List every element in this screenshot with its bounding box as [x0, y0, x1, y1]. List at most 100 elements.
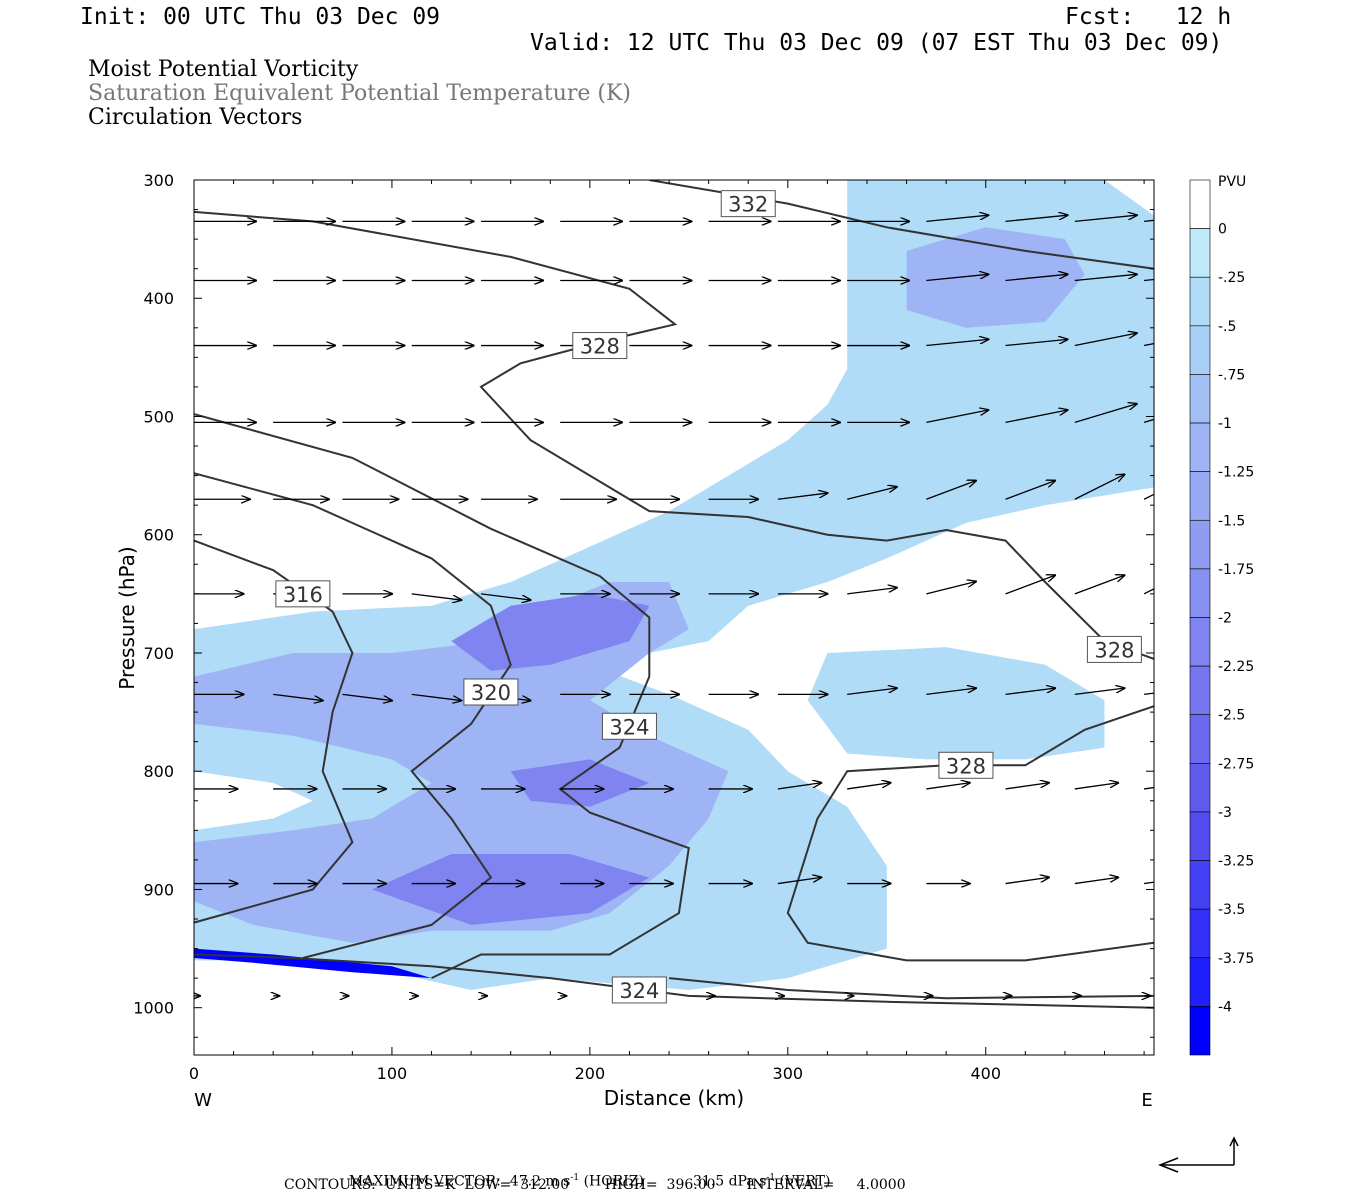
init-time: Init: 00 UTC Thu 03 Dec 09: [80, 4, 441, 30]
x-tick-label: 0: [189, 1064, 199, 1083]
circulation-vector: [847, 688, 897, 696]
max-vector-label: MAXIMUM VECTOR:: [348, 1173, 501, 1190]
axis-layer: 300 400 500 600 700 800 900 1000 0 100 200 300 400: [133, 171, 1154, 1083]
x-tick-label: 400: [970, 1064, 1001, 1083]
x-tick-label: 300: [773, 1064, 804, 1083]
circulation-vector: [1074, 783, 1118, 790]
colorbar-label: 0: [1218, 222, 1227, 238]
circulation-vector: [1144, 881, 1154, 885]
circulation-vector: [1005, 339, 1068, 347]
circulation-vector: [1144, 692, 1154, 696]
legend-title-vectors: Circulation Vectors: [88, 105, 303, 130]
theta-es-contour-328: [194, 210, 1154, 660]
colorbar-label: -1.25: [1218, 465, 1254, 481]
reference-vector-icon: [1157, 1136, 1239, 1173]
contour-label-320: 320: [463, 678, 519, 706]
circulation-vector: [411, 693, 462, 700]
horiz-unit: (HORIZ): [583, 1173, 644, 1190]
circulation-vector: [926, 274, 988, 282]
colorbar-label: -.75: [1218, 367, 1245, 383]
colorbar-label: -.25: [1218, 270, 1245, 286]
colorbar-swatch: [1189, 908, 1211, 959]
contour-label-324: 324: [611, 976, 667, 1004]
circulation-vector: [1074, 877, 1118, 885]
colorbar-swatch: [1189, 714, 1211, 764]
colorbar-swatch: [1189, 276, 1211, 327]
circulation-vector: [926, 581, 976, 595]
pv-shading-layer: [194, 180, 1154, 990]
circulation-vector: [1074, 215, 1137, 223]
y-axis-title: Pressure (hPa): [115, 546, 139, 689]
x-tick-label: 100: [377, 1064, 408, 1083]
colorbar-swatch: [1189, 325, 1211, 375]
theta-es-contour-328: [786, 705, 1154, 962]
circulation-vector: [1143, 493, 1154, 500]
circulation-vector: [1143, 588, 1154, 595]
pv-region-1: [807, 647, 1105, 760]
colorbar: 0 -.25 -.5 -.75 -1 -1.25 -1.5 -1.75 -2 -2.25 -2.5 -…: [1189, 179, 1254, 1056]
colorbar-label: -3.25: [1218, 854, 1254, 870]
colorbar-label: -3: [1218, 805, 1232, 821]
colorbar-swatch: [1189, 665, 1211, 716]
pv-region-2: [194, 582, 729, 943]
circulation-vector: [1005, 575, 1056, 595]
colorbar-label: -1.5: [1218, 513, 1245, 529]
contour-label-text: 316: [283, 583, 323, 607]
colorbar-label: -2.75: [1218, 756, 1254, 772]
circulation-vector: [1005, 783, 1049, 790]
colorbar-swatch: [1189, 228, 1211, 278]
vert-value: 31.5 dPa s: [692, 1173, 767, 1190]
circulation-vector: [1005, 481, 1056, 500]
circulation-vector: [1005, 688, 1056, 696]
contour-label-text: 328: [580, 335, 620, 359]
contour-label-316: 316: [275, 580, 331, 608]
valid-time: Valid: 12 UTC Thu 03 Dec 09 (07 EST Thu …: [530, 30, 1223, 56]
circulation-vector: [1144, 786, 1154, 790]
horiz-value: 47.2 m s: [509, 1173, 571, 1190]
colorbar-swatch: [1189, 422, 1211, 472]
x-tick-label: 200: [575, 1064, 606, 1083]
circulation-vector: [926, 783, 969, 790]
circulation-vector: [342, 693, 392, 700]
y-tick-label: 700: [143, 644, 174, 663]
pv-region-5: [372, 854, 650, 925]
colorbar-label: -2.5: [1218, 708, 1245, 724]
y-tick-label: 400: [143, 289, 174, 308]
contour-label-text: 332: [728, 193, 768, 217]
colorbar-swatch: [1189, 617, 1211, 667]
colorbar-label: -3.5: [1218, 902, 1245, 918]
theta-es-contour-324: [669, 977, 1154, 1000]
colorbar-swatch: [1189, 568, 1211, 618]
contour-label-text: 324: [619, 979, 659, 1003]
y-tick-label: 900: [143, 880, 174, 899]
x-axis-east-label: E: [1141, 1090, 1152, 1111]
circulation-vector: [1005, 410, 1068, 424]
circulation-vector: [1074, 404, 1137, 424]
circulation-vector: [1144, 219, 1154, 223]
colorbar-swatch: [1189, 519, 1211, 570]
legend-title-pv: Moist Potential Vorticity: [88, 57, 359, 82]
contour-label-328: 328: [938, 751, 994, 779]
theta-es-contour-320: [194, 472, 512, 959]
circulation-vector: [777, 783, 821, 790]
colorbar-label: -3.75: [1218, 951, 1254, 967]
circulation-vector: [926, 339, 988, 347]
colorbar-label: -1.75: [1218, 562, 1254, 578]
circulation-vector: [273, 693, 323, 700]
colorbar-swatch: [1189, 957, 1211, 1007]
colorbar-swatch: [1189, 374, 1211, 424]
colorbar-swatch: [1189, 763, 1211, 813]
colorbar-label: -2: [1218, 611, 1232, 627]
circulation-vector: [1074, 575, 1125, 595]
contour-label-text: 328: [946, 754, 986, 778]
circulation-vector: [1005, 274, 1068, 282]
circulation-vector: [411, 593, 462, 600]
circulation-vector: [1005, 877, 1049, 885]
y-tick-label: 1000: [133, 999, 174, 1018]
circulation-vector: [926, 688, 976, 696]
circulation-vector: [1074, 474, 1125, 500]
max-vector-line: MAXIMUM VECTOR: 47.2 m s-1 (HORIZ) 31.5 …: [340, 1157, 831, 1190]
y-tick-label: 600: [143, 526, 174, 545]
circulation-vector: [777, 493, 828, 500]
